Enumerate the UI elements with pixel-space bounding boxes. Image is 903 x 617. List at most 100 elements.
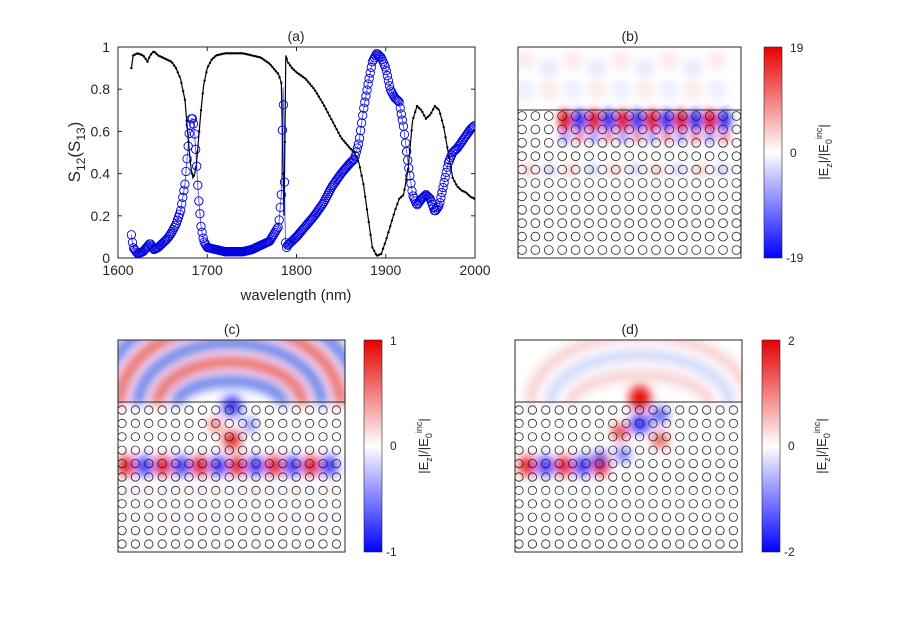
field-lobe xyxy=(136,456,153,476)
lattice-hole xyxy=(211,432,221,442)
lattice-hole xyxy=(661,445,672,455)
lattice-hole xyxy=(541,472,551,482)
lattice-hole xyxy=(691,191,701,202)
lattice-hole xyxy=(238,405,248,415)
series-s13-point xyxy=(437,187,447,198)
field-lobe xyxy=(213,488,224,496)
lattice-hole xyxy=(171,458,181,469)
series-s13-point xyxy=(455,139,465,149)
series-s13-point xyxy=(187,114,198,124)
lattice-hole xyxy=(291,499,301,509)
lattice-hole xyxy=(527,525,538,536)
lattice-hole xyxy=(304,539,315,549)
field-lobe xyxy=(606,164,622,176)
lattice-hole xyxy=(118,445,127,455)
lattice-hole xyxy=(664,111,675,121)
lattice-hole xyxy=(608,525,618,536)
lattice-hole xyxy=(594,472,605,482)
field-lobe xyxy=(192,456,208,476)
lattice-hole xyxy=(264,418,274,428)
field-lobe xyxy=(139,516,150,524)
lattice-hole xyxy=(211,512,221,522)
lattice-hole xyxy=(691,138,701,148)
lattice-hole xyxy=(144,539,154,549)
lattice-hole xyxy=(557,218,567,229)
series-s13-point xyxy=(179,186,189,196)
series-s12-point xyxy=(271,65,274,69)
series-s13-point xyxy=(274,215,284,225)
lattice-hole xyxy=(130,512,140,522)
lattice-hole xyxy=(701,539,712,549)
lattice-hole xyxy=(704,191,715,202)
lattice-hole xyxy=(157,499,167,509)
lattice-hole xyxy=(701,432,712,442)
lattice-hole xyxy=(691,205,701,215)
series-s12-point xyxy=(265,60,269,64)
lattice-hole xyxy=(515,526,524,536)
lattice-hole xyxy=(331,432,341,442)
lattice-hole xyxy=(130,418,140,428)
field-lobe xyxy=(659,50,679,70)
lattice-hole xyxy=(624,138,634,148)
lattice-hole xyxy=(581,525,591,536)
lattice-hole xyxy=(557,178,567,188)
series-s13-point xyxy=(359,103,369,113)
lattice-hole xyxy=(224,525,234,536)
lattice-hole xyxy=(515,405,524,415)
lattice-hole xyxy=(567,512,578,522)
series-s13-point xyxy=(314,204,324,215)
lattice-hole xyxy=(554,539,564,549)
lattice-hole xyxy=(570,164,581,175)
lattice-hole xyxy=(291,539,301,549)
field-lobe xyxy=(611,50,631,70)
lattice-hole xyxy=(715,485,725,495)
lattice-hole xyxy=(677,164,688,175)
lattice-hole xyxy=(518,178,527,188)
series-s13-point xyxy=(466,124,475,134)
lattice-hole xyxy=(691,178,701,188)
lattice-hole xyxy=(557,231,567,242)
series-s12-point xyxy=(376,254,379,257)
series-s12-point xyxy=(326,111,329,114)
lattice-hole xyxy=(278,485,288,495)
lattice-hole xyxy=(530,151,541,162)
lattice-hole xyxy=(621,525,631,536)
panel-b: (b) 19 0 -19 |Ez|/|E0inc| xyxy=(517,28,834,265)
series-s12-point xyxy=(437,108,440,111)
series-s12-point xyxy=(214,55,217,58)
lattice-hole xyxy=(621,485,631,495)
lattice-hole xyxy=(541,458,551,469)
field-lobe xyxy=(635,58,655,78)
lattice-hole xyxy=(130,525,140,536)
lattice-hole xyxy=(634,418,645,428)
lattice-hole xyxy=(624,205,634,215)
lattice-hole xyxy=(278,539,288,549)
lattice-hole xyxy=(331,405,341,415)
lattice-hole xyxy=(570,218,581,229)
lattice-hole xyxy=(610,218,621,229)
field-lobe xyxy=(121,516,131,524)
lattice-hole xyxy=(530,138,541,148)
lattice-hole xyxy=(704,164,715,175)
lattice-hole xyxy=(715,472,725,482)
lattice-hole xyxy=(518,124,527,135)
series-s12-point xyxy=(421,110,424,114)
lattice-hole xyxy=(157,485,167,495)
lattice-hole xyxy=(715,539,725,549)
series-s12-point xyxy=(142,55,146,58)
series-s13-point xyxy=(347,156,357,166)
panel-b-colorbar-label: |Ez|/|E0inc| xyxy=(814,124,834,180)
series-s12-point xyxy=(458,187,462,190)
lattice-hole xyxy=(157,445,167,455)
lattice-hole xyxy=(718,111,728,121)
lattice-hole xyxy=(567,458,578,469)
lattice-hole xyxy=(584,245,594,255)
lattice-hole xyxy=(581,432,591,442)
lattice-hole xyxy=(543,245,554,255)
series-s13-point xyxy=(375,51,385,61)
lattice-hole xyxy=(557,124,567,135)
series-s13-point xyxy=(397,115,408,125)
lattice-hole xyxy=(597,178,608,188)
series-s12-point xyxy=(424,117,428,120)
series-s13-point xyxy=(346,157,356,167)
